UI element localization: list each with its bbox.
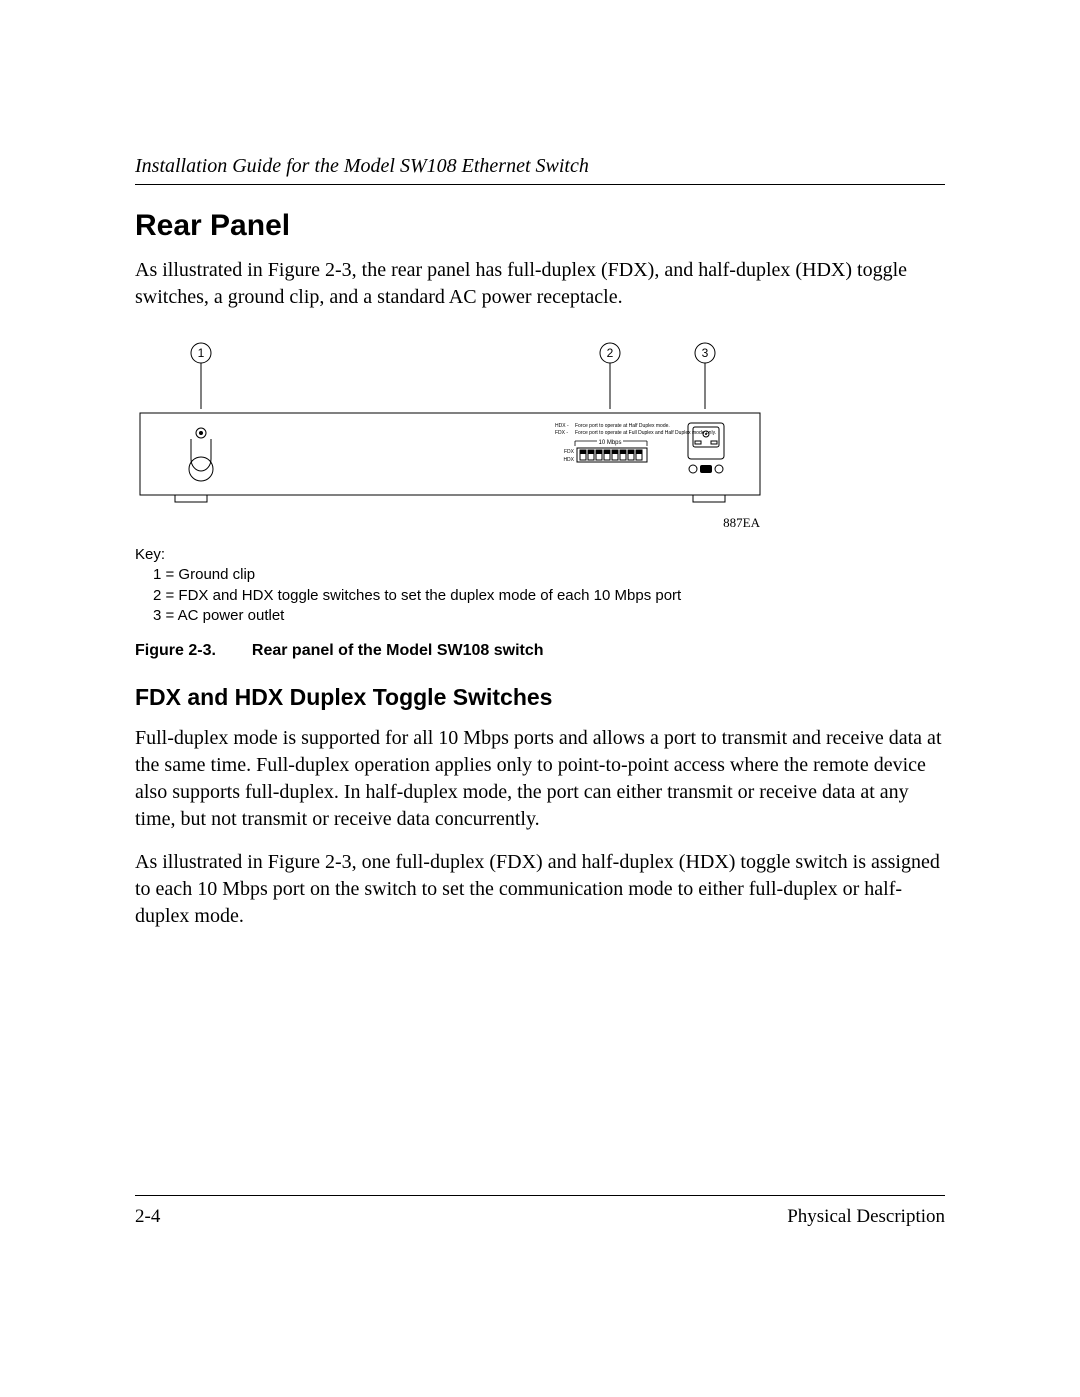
figure-caption: Figure 2-3. Rear panel of the Model SW108… (135, 642, 945, 660)
heading-duplex-switches: FDX and HDX Duplex Toggle Switches (135, 684, 945, 711)
key-item-1: 1 = Ground clip (135, 565, 945, 585)
chapter-title: Physical Description (787, 1206, 945, 1228)
figure-caption-text: Rear panel of the Model SW108 switch (252, 642, 544, 659)
key-item-3: 3 = AC power outlet (135, 606, 945, 626)
figure-key: Key: 1 = Ground clip 2 = FDX and HDX tog… (135, 545, 945, 626)
paragraph-duplex-1: Full-duplex mode is supported for all 10… (135, 725, 945, 833)
footer-rule (135, 1195, 945, 1196)
label-hdx-desc: Force port to operate at Half Duplex mod… (575, 423, 670, 429)
key-item-2: 2 = FDX and HDX toggle switches to set t… (135, 586, 945, 606)
callout-1: 1 (198, 346, 205, 360)
page-footer: 2-4 Physical Description (135, 1195, 945, 1228)
figure-2-3: 1 2 3 HDX - Force port to operate at Hal… (135, 341, 945, 660)
heading-rear-panel: Rear Panel (135, 209, 945, 243)
label-fdx: FDX - (555, 430, 568, 436)
key-title: Key: (135, 545, 945, 565)
page-number: 2-4 (135, 1206, 160, 1228)
rear-panel-diagram: 1 2 3 HDX - Force port to operate at Hal… (135, 341, 765, 511)
paragraph-duplex-2: As illustrated in Figure 2-3, one full-d… (135, 849, 945, 930)
callout-2: 2 (607, 346, 614, 360)
label-sw-hdx: HDX (563, 457, 574, 463)
callout-3: 3 (702, 346, 709, 360)
paragraph-intro: As illustrated in Figure 2-3, the rear p… (135, 257, 945, 311)
label-hdx: HDX - (555, 423, 569, 429)
label-10mbps: 10 Mbps (598, 440, 621, 446)
running-header: Installation Guide for the Model SW108 E… (135, 155, 945, 178)
page-content: Installation Guide for the Model SW108 E… (135, 155, 945, 946)
figure-caption-label: Figure 2-3. (135, 642, 216, 659)
label-fdx-desc: Force port to operate at Full Duplex and… (575, 430, 716, 436)
header-rule (135, 184, 945, 185)
diagram-id: 887EA (135, 515, 945, 531)
label-sw-fdx: FDX (564, 449, 575, 455)
